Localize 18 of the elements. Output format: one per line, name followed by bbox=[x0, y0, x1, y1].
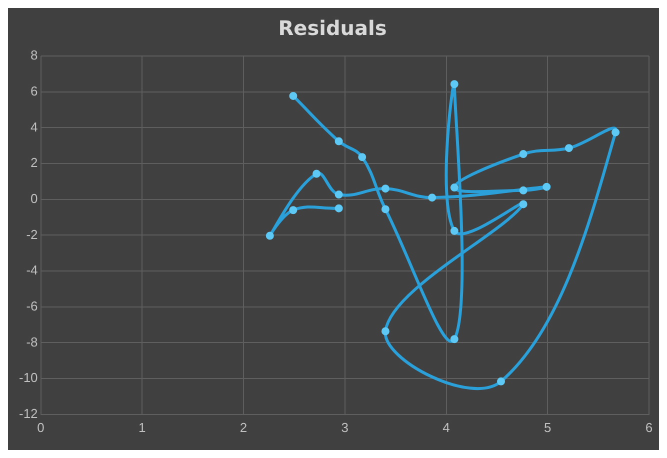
y-tick-label: -6 bbox=[26, 298, 38, 314]
x-tick-label: 4 bbox=[442, 420, 450, 435]
x-tick-label: 6 bbox=[645, 420, 653, 435]
x-tick-label: 2 bbox=[240, 420, 248, 435]
chart-title: Residuals bbox=[278, 16, 387, 40]
y-tick-label: 4 bbox=[30, 119, 38, 134]
x-tick-label: 5 bbox=[544, 420, 552, 435]
y-tick-label: -8 bbox=[26, 334, 38, 350]
y-tick-label: 6 bbox=[30, 83, 38, 98]
y-tick-label: -12 bbox=[18, 406, 38, 421]
y-tick-label: -4 bbox=[26, 262, 38, 278]
x-tick-label: 1 bbox=[138, 420, 146, 435]
y-tick-label: 0 bbox=[30, 190, 38, 206]
y-tick-label: 8 bbox=[30, 48, 38, 63]
y-tick-label: 2 bbox=[30, 155, 38, 170]
y-tick-label: -10 bbox=[18, 370, 38, 386]
y-tick-label: -2 bbox=[26, 226, 38, 242]
x-tick-label: 3 bbox=[341, 420, 349, 435]
